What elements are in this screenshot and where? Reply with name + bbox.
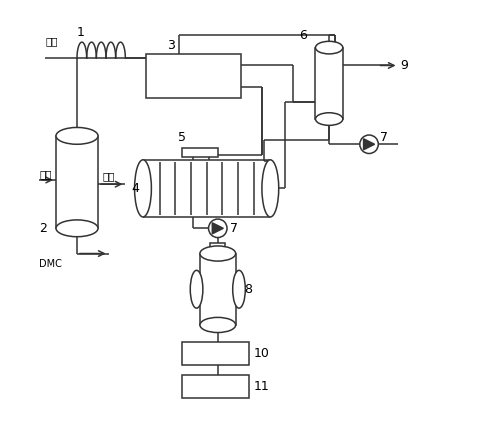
Polygon shape <box>212 223 224 234</box>
Bar <box>315 48 343 119</box>
Ellipse shape <box>190 270 203 308</box>
Text: 6: 6 <box>299 28 307 41</box>
Text: 4: 4 <box>132 182 139 195</box>
Text: 2: 2 <box>39 222 47 235</box>
Bar <box>210 243 226 253</box>
Text: 10: 10 <box>254 347 269 360</box>
Text: 3: 3 <box>167 39 175 52</box>
Ellipse shape <box>200 317 236 332</box>
Bar <box>146 54 241 98</box>
Bar <box>56 136 98 228</box>
Ellipse shape <box>56 220 98 237</box>
Text: 1: 1 <box>77 26 85 39</box>
Text: 9: 9 <box>400 59 408 72</box>
Text: 8: 8 <box>244 283 252 296</box>
Text: 液氯: 液氯 <box>46 36 58 46</box>
Bar <box>200 253 236 325</box>
Text: 7: 7 <box>380 132 387 145</box>
Ellipse shape <box>135 160 152 217</box>
Circle shape <box>208 219 227 238</box>
Bar <box>182 342 249 365</box>
Bar <box>182 375 249 398</box>
Text: DMC: DMC <box>39 259 62 269</box>
Bar <box>182 148 218 157</box>
Ellipse shape <box>233 270 245 308</box>
Ellipse shape <box>315 113 343 125</box>
Text: 回水: 回水 <box>102 172 115 181</box>
Ellipse shape <box>200 246 236 261</box>
Circle shape <box>360 135 378 154</box>
Text: 7: 7 <box>229 222 238 235</box>
Polygon shape <box>364 139 375 150</box>
Text: 11: 11 <box>254 380 269 393</box>
Ellipse shape <box>315 41 343 54</box>
Text: 蒸汽: 蒸汽 <box>39 169 52 179</box>
Ellipse shape <box>262 160 278 217</box>
Ellipse shape <box>56 127 98 144</box>
Text: 5: 5 <box>178 132 186 145</box>
